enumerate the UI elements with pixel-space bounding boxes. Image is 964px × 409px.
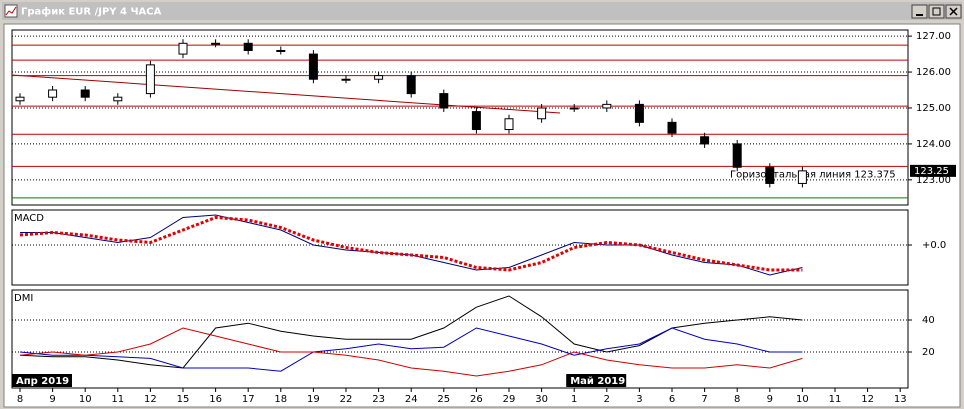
candle [765,166,775,184]
last-price-label: 123.25 [914,166,949,177]
x-tick-label: 12 [144,394,157,405]
series-line [19,327,803,372]
candle [374,75,384,80]
x-tick-label: 10 [796,394,809,405]
month-box [12,374,72,387]
candle [797,170,807,184]
month-label: Апр 2019 [16,376,69,387]
x-tick-label: 16 [209,394,222,405]
x-tick-label: 15 [177,394,190,405]
panel-title: DMI [14,293,33,304]
candle [178,42,188,55]
x-tick-label: 10 [79,394,92,405]
close-glyph [949,7,958,16]
window-title: График EUR /JPY 4 ЧАСА [21,6,162,18]
x-tick-label: 1 [571,394,577,405]
x-tick-label: 11 [111,394,124,405]
candle [504,118,514,131]
y-tick-label: 123.00 [916,175,951,186]
y-tick-label: 124.00 [916,139,951,150]
title-bar [2,2,962,20]
x-tick-label: 22 [340,394,353,405]
maximize-button[interactable] [928,4,945,19]
x-tick-label: 8 [734,394,740,405]
series-line [19,327,803,377]
candle [439,93,449,109]
candle [211,42,221,45]
candle [113,96,123,102]
y-tick-label: 126.00 [916,67,951,78]
price-panel [11,29,909,206]
candle [406,75,416,95]
candle [15,96,25,102]
chart-area [3,23,961,408]
window-icon-glyph [5,6,17,16]
candle [569,107,579,110]
candle [308,53,318,80]
x-tick-label: 8 [17,394,23,405]
candle [732,143,742,168]
plots: 127.00 126.00 125.00 124.00 123.00 Горизонтал… [12,31,956,405]
last-price-box [910,164,956,177]
x-tick-label: 25 [437,394,450,405]
candle [276,49,286,52]
x-tick-label: 30 [535,394,548,405]
month-label: Май 2019 [570,376,625,387]
window-buttons [911,4,962,19]
candle [634,103,644,123]
x-tick-label: 9 [767,394,773,405]
candle [48,89,58,98]
candle [537,107,547,120]
x-tick-label: 13 [894,394,907,405]
candle [602,103,612,109]
minimize-button[interactable] [911,4,928,19]
dmi-panel [11,289,909,389]
x-tick-label: 26 [470,394,483,405]
x-tick-label: 7 [701,394,707,405]
x-tick-label: 18 [274,394,287,405]
month-box [566,374,627,387]
y-tick-label: 127.00 [916,31,951,42]
x-tick-label: 29 [503,394,516,405]
x-tick-label: 3 [636,394,642,405]
y-tick-label: +0.0 [922,240,946,251]
y-tick-label: 40 [922,315,935,326]
x-tick-label: 19 [307,394,320,405]
y-tick-label: 125.00 [916,103,951,114]
candle [145,64,155,95]
y-tick-label: 20 [922,347,935,358]
candle [341,78,351,81]
x-tick-label: 6 [669,394,675,405]
candle [243,42,253,51]
x-tick-label: 17 [242,394,255,405]
x-tick-label: 9 [49,394,55,405]
candle [667,121,677,134]
x-tick-label: 2 [604,394,610,405]
candle [700,136,710,145]
x-tick-label: 11 [829,394,842,405]
macd-panel [11,209,909,286]
series-line [19,215,803,272]
maximize-glyph [932,7,941,16]
window-icon [4,4,18,18]
x-tick-label: 24 [405,394,418,405]
candle [471,111,481,131]
horizontal-line-label: Горизонтальная линия 123.375 [730,169,896,180]
x-tick-label: 12 [861,394,874,405]
x-tick-label: 23 [372,394,385,405]
candle [80,89,90,98]
panel-title: MACD [14,213,44,224]
